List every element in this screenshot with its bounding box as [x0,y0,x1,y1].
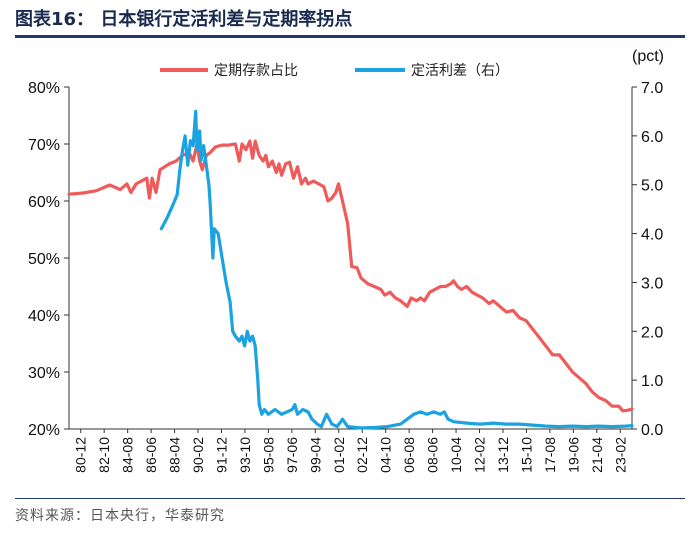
x-axis-tick-label: 97-06 [284,437,300,473]
title-divider [15,35,685,38]
right-axis-tick-label: 3.0 [641,275,663,292]
chart-figure: 定期存款占比 定活利差（右） (pct) 20% 30% 40% 50% 60% 70% 8… [28,48,664,473]
x-axis-tick-label: 06-08 [401,437,417,473]
x-axis-tick-label: 15-10 [518,437,534,473]
left-axis-tick-label: 60% [28,194,60,211]
x-axis-tick-label: 99-04 [307,437,323,473]
x-axis-tick-label: 01-02 [331,437,347,473]
left-axis-tick-label: 70% [28,137,60,154]
x-axis-tick-label: 88-04 [167,437,183,473]
right-axis-tick-label: 1.0 [641,373,663,390]
right-axis-tick-label: 2.0 [641,324,663,341]
right-axis-tick-label: 5.0 [641,178,663,195]
right-axis-unit: (pct) [632,48,664,65]
x-axis-tick-label: 17-08 [542,437,558,473]
x-axis-tick-label: 82-10 [96,437,112,473]
left-axis-tick-label: 20% [28,422,60,439]
x-axis-tick-label: 23-02 [612,437,628,473]
x-axis-tick-label: 84-08 [120,437,136,473]
series-line-rate-spread [159,109,634,430]
x-axis-tick-label: 21-04 [589,437,605,473]
x-axis-tick-label: 10-04 [448,437,464,473]
left-axis-tick-label: 50% [28,251,60,268]
x-axis-tick-label: 12-02 [472,437,488,473]
left-axis-tick-label: 80% [28,80,60,97]
footer-divider [15,498,685,499]
x-axis-tick-label: 08-06 [425,437,441,473]
x-axis-tick-label: 04-10 [378,437,394,473]
chart-title: 图表16： 日本银行定活利差与定期率拐点 [15,9,353,30]
x-axis-tick-label: 90-02 [190,437,206,473]
right-axis-tick-label: 4.0 [641,227,663,244]
x-axis-tick-label: 80-12 [73,437,89,473]
x-axis-tick-label: 91-12 [213,437,229,473]
x-axis-tick-label: 19-06 [565,437,581,473]
series-line-deposit-share [67,139,634,413]
left-axis-tick-label: 30% [28,365,60,382]
right-axis-tick-label: 6.0 [641,129,663,146]
x-axis-tick-label: 13-12 [495,437,511,473]
x-axis-tick-label: 95-08 [260,437,276,473]
x-axis-tick-label: 86-06 [143,437,159,473]
legend-label-deposit-share: 定期存款占比 [214,63,298,79]
legend-label-rate-spread: 定活利差（右） [411,63,509,79]
x-axis-tick-label: 02-12 [354,437,370,473]
left-axis-tick-label: 40% [28,308,60,325]
source-note: 资料来源：日本央行，华泰研究 [15,508,225,524]
x-axis-tick-label: 93-10 [237,437,253,473]
right-axis-tick-label: 0.0 [641,422,663,439]
right-axis-tick-label: 7.0 [641,80,663,97]
